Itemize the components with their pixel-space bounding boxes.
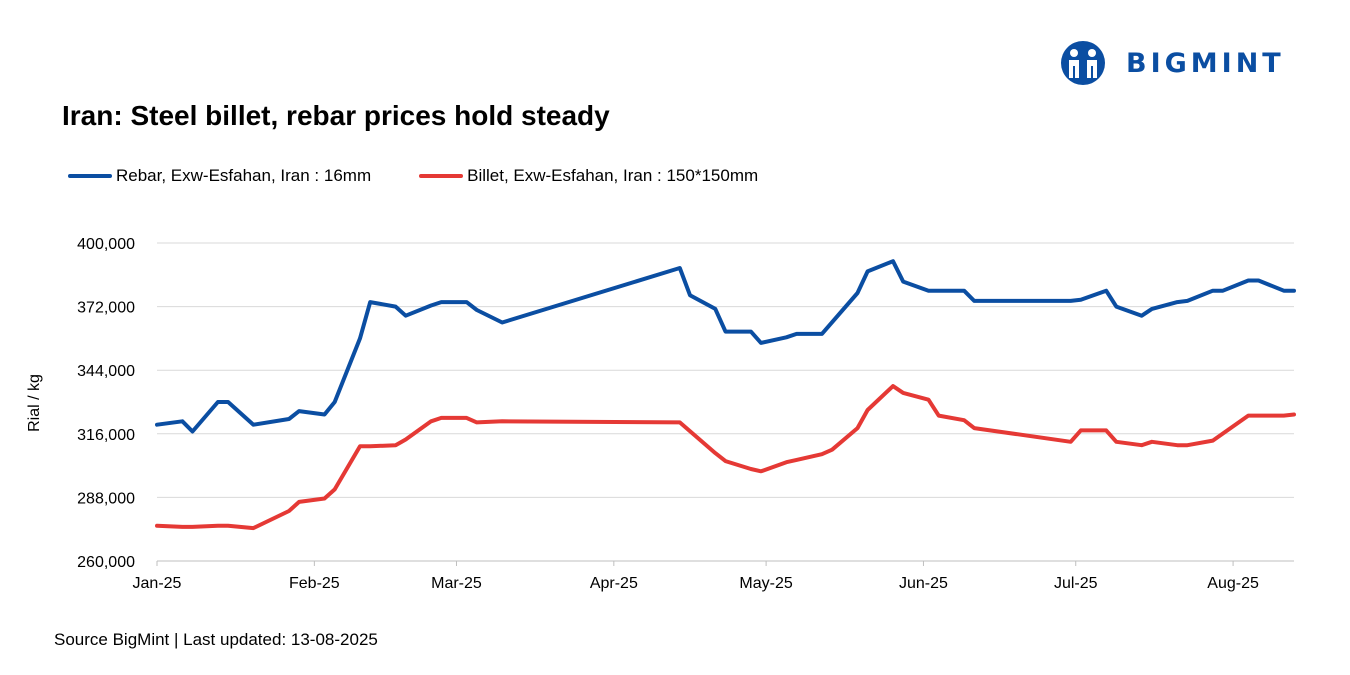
y-tick-label: 260,000 [77,554,135,571]
series-lines [155,259,1296,531]
chart-title: Iran: Steel billet, rebar prices hold st… [62,100,610,131]
series-line-rebar [155,259,1296,434]
legend-label-rebar: Rebar, Exw-Esfahan, Iran : 16mm [116,166,372,185]
x-tick-label: Feb-25 [289,575,340,592]
x-tick-label: Jun-25 [899,575,948,592]
x-tick-label: Aug-25 [1207,575,1259,592]
x-tick-label: Jan-25 [133,575,182,592]
x-tick-label: Jul-25 [1054,575,1098,592]
bigmint-logo: BIGMINT [1060,40,1285,86]
y-tick-label: 316,000 [77,427,135,444]
chart-legend: Rebar, Exw-Esfahan, Iran : 16mm Billet, … [68,166,806,186]
bigmint-logo-icon [1061,41,1105,85]
legend-swatch-billet [419,174,464,178]
x-tick-label: May-25 [739,575,792,592]
y-axis-ticks: 260,000 288,000 316,000 344,000 372,000 400,0… [77,236,135,571]
legend-swatch-rebar [68,174,112,178]
x-tick-label: Mar-25 [431,575,482,592]
y-tick-label: 400,000 [77,236,135,253]
series-line-billet [155,384,1296,531]
x-axis: Jan-25 Feb-25 Mar-25 Apr-25 May-25 Jun-25 Jul-… [133,560,1294,592]
x-tick-label: Apr-25 [590,575,638,592]
y-tick-label: 372,000 [77,300,135,317]
legend-item-rebar: Rebar, Exw-Esfahan, Iran : 16mm [68,166,371,186]
line-chart: 260,000 288,000 316,000 344,000 372,000 400,0… [26,236,1296,592]
y-tick-label: 344,000 [77,363,135,380]
source-note: Source BigMint | Last updated: 13-08-202… [54,630,378,649]
y-axis-label: Rial / kg [26,374,43,432]
legend-item-billet: Billet, Exw-Esfahan, Iran : 150*150mm [419,166,758,186]
legend-label-billet: Billet, Exw-Esfahan, Iran : 150*150mm [467,166,759,185]
y-tick-label: 288,000 [77,490,135,507]
gridlines [157,242,1294,498]
bigmint-logo-text: BIGMINT [1126,47,1285,79]
